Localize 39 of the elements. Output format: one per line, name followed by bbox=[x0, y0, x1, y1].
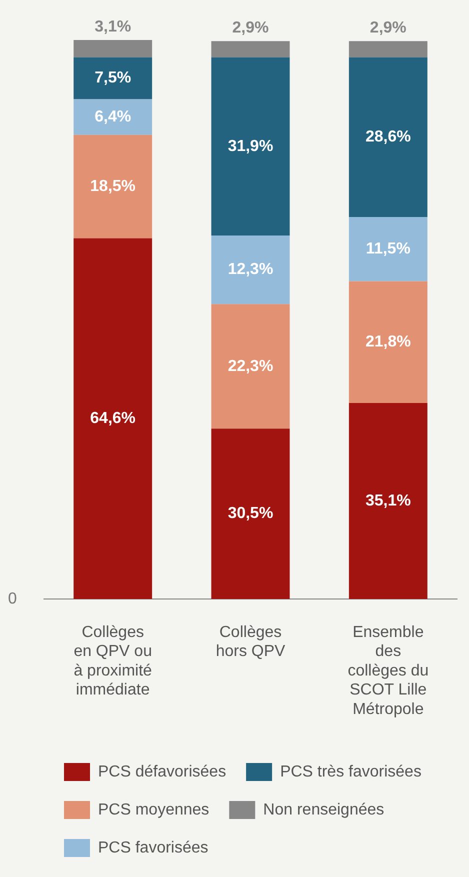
x-tick-label: Collèges hors QPV bbox=[216, 624, 286, 660]
bar bbox=[348, 41, 428, 58]
bar bbox=[348, 57, 428, 218]
data-label: 30,5% bbox=[228, 505, 274, 522]
data-label: 22,3% bbox=[228, 358, 274, 375]
bar bbox=[74, 99, 152, 135]
legend-label: Non renseignées bbox=[263, 801, 384, 818]
data-label: 6,4% bbox=[94, 108, 132, 126]
bar bbox=[348, 281, 428, 403]
bar bbox=[211, 41, 290, 58]
data-label: 3,1% bbox=[94, 18, 132, 36]
legend-label: PCS favorisées bbox=[98, 839, 208, 856]
bar bbox=[348, 402, 428, 599]
bar bbox=[74, 238, 152, 599]
data-label: 28,6% bbox=[365, 128, 411, 146]
legend-label: PCS très favorisées bbox=[280, 763, 422, 780]
data-label: 21,8% bbox=[365, 334, 411, 351]
data-label: 2,9% bbox=[232, 20, 269, 37]
data-label: 64,6% bbox=[90, 410, 136, 428]
data-label: 18,5% bbox=[90, 178, 136, 195]
bar bbox=[211, 304, 290, 429]
bar bbox=[74, 134, 152, 238]
legend-label: PCS moyennes bbox=[98, 801, 210, 818]
x-tick-label: Ensemble des collèges du SCOT Lille Métropole bbox=[348, 624, 429, 718]
legend-label: PCS défavorisées bbox=[98, 763, 226, 780]
data-label: 12,3% bbox=[228, 261, 274, 278]
bar bbox=[211, 57, 290, 236]
bar bbox=[211, 235, 290, 304]
text: 0 bbox=[8, 590, 17, 608]
x-tick-label: Collèges en QPV ou à proximité immédiate bbox=[74, 624, 152, 699]
bar bbox=[211, 428, 290, 599]
bar bbox=[348, 217, 428, 282]
data-label: 2,9% bbox=[370, 20, 406, 37]
data-label: 31,9% bbox=[228, 138, 274, 155]
data-label: 11,5% bbox=[366, 240, 410, 258]
data-label: 35,1% bbox=[365, 492, 411, 510]
bar bbox=[74, 40, 152, 58]
data-label: 7,5% bbox=[94, 70, 132, 87]
bar bbox=[74, 57, 152, 100]
